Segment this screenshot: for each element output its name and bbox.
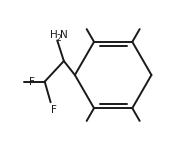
Text: F: F <box>51 105 57 115</box>
Text: 2: 2 <box>57 34 61 43</box>
Text: N: N <box>61 30 68 40</box>
Text: F: F <box>28 77 34 87</box>
Text: H: H <box>50 30 58 40</box>
